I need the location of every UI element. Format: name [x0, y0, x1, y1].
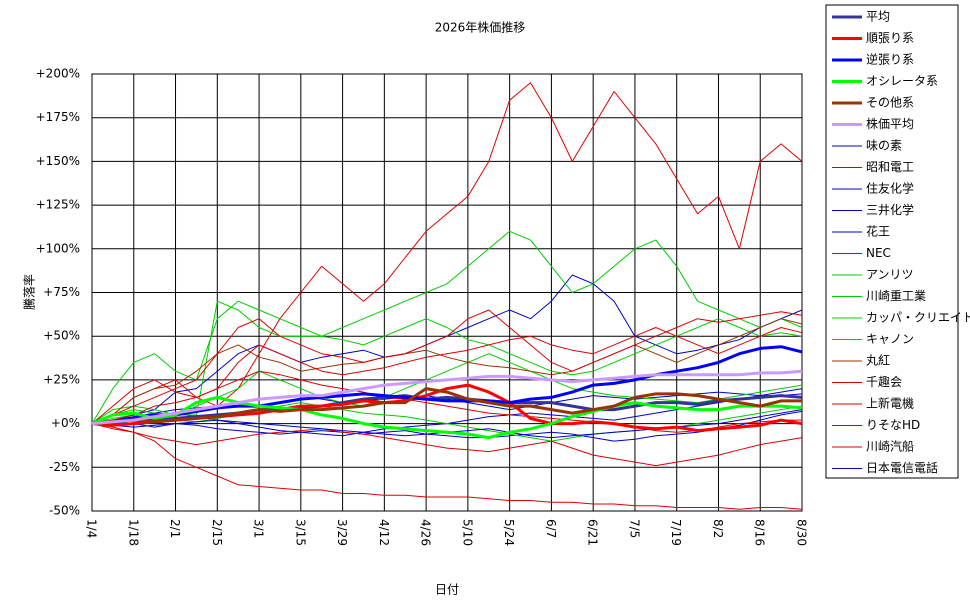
legend-box [825, 4, 959, 479]
legend-label: オシレータ系 [866, 74, 938, 88]
x-tick-label: 7/5 [627, 519, 641, 538]
y-tick-label: +75% [43, 285, 80, 299]
y-tick-label: -50% [49, 504, 80, 518]
series-line [91, 402, 803, 442]
x-tick-label: 6/7 [544, 519, 558, 538]
x-tick-label: 2/1 [168, 519, 182, 538]
x-tick-label: 5/24 [502, 519, 516, 546]
series-line [91, 369, 803, 426]
legend-label: 千趣会 [866, 374, 902, 389]
x-tick-label: 8/16 [753, 519, 767, 546]
series-line [91, 394, 803, 426]
x-tick-label: 8/2 [711, 519, 725, 538]
y-axis-label: 騰落率 [22, 274, 37, 310]
legend-label: 三井化学 [866, 202, 914, 217]
x-tick-label: 4/12 [377, 519, 391, 546]
legend-label: カッパ・クリエイト [866, 311, 970, 325]
legend-label: 花王 [866, 224, 890, 239]
y-tick-label: +100% [36, 241, 80, 255]
y-tick-label: +50% [43, 329, 80, 343]
y-tick-label: +0% [51, 416, 80, 430]
legend-label: NEC [866, 246, 891, 260]
legend-label: アンリツ [866, 268, 914, 282]
x-tick-label: 2/15 [210, 519, 224, 546]
series-line [91, 318, 803, 425]
legend-label: 丸紅 [866, 354, 890, 368]
chart-title: 2026年株価推移 [435, 20, 526, 35]
legend-label: 逆張り系 [866, 52, 914, 67]
series-line [91, 345, 803, 426]
legend-label: 順張り系 [866, 31, 914, 45]
legend-label: 川崎汽船 [866, 439, 914, 454]
series-line [91, 309, 803, 425]
legend-label: 上新電機 [866, 396, 914, 411]
x-tick-label: 4/26 [419, 519, 433, 546]
x-tick-label: 1/18 [126, 519, 140, 546]
x-tick-label: 7/19 [669, 519, 683, 546]
legend-label: 川崎重工業 [866, 289, 926, 303]
y-tick-label: +25% [43, 372, 80, 386]
y-tick-label: +150% [36, 154, 80, 168]
series-line [91, 410, 803, 442]
series-line [91, 423, 803, 510]
y-tick-label: +200% [36, 67, 80, 81]
legend-label: りそなHD [866, 418, 920, 432]
legend-label: 日本電信電話 [866, 460, 938, 475]
series-line [91, 395, 803, 440]
legend-label: キャノン [866, 332, 914, 346]
x-tick-label: 8/30 [795, 519, 809, 546]
series-line [91, 423, 803, 467]
x-tick-label: 6/21 [586, 519, 600, 546]
y-tick-label: +175% [36, 110, 80, 124]
x-tick-label: 5/10 [460, 519, 474, 546]
x-axis-label: 日付 [435, 583, 459, 597]
y-tick-label: -25% [49, 460, 80, 474]
legend-label: 住友化学 [866, 181, 914, 196]
legend-label: 株価平均 [866, 116, 914, 131]
y-tick-label: +125% [36, 198, 80, 212]
series-line [91, 370, 802, 433]
series-line [91, 300, 803, 425]
x-tick-label: 3/15 [293, 519, 307, 546]
legend-label: 味の素 [866, 139, 902, 153]
series-line [91, 82, 803, 425]
x-tick-label: 3/29 [335, 519, 349, 546]
x-tick-label: 3/1 [252, 519, 266, 538]
x-tick-label: 1/4 [85, 519, 99, 538]
legend-label: 昭和電工 [866, 160, 914, 174]
legend-label: その他系 [866, 96, 914, 110]
series-line [91, 387, 802, 426]
legend-label: 平均 [866, 10, 890, 24]
